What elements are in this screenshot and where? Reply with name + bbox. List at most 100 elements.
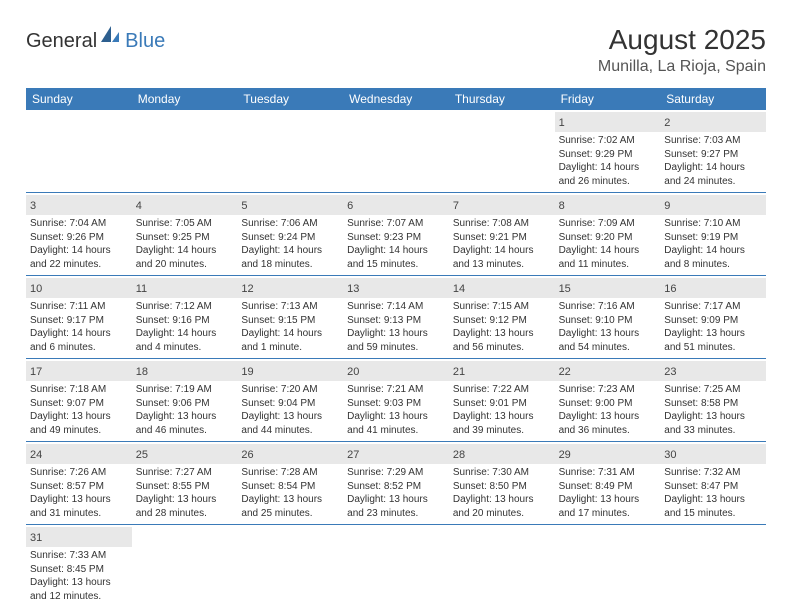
day-number: 13 bbox=[347, 283, 359, 295]
day-header: Saturday bbox=[660, 88, 766, 110]
calendar-header-row: Sunday Monday Tuesday Wednesday Thursday… bbox=[26, 88, 766, 110]
calendar-day: 20Sunrise: 7:21 AMSunset: 9:03 PMDayligh… bbox=[343, 359, 449, 441]
brand-part1: General bbox=[26, 30, 97, 53]
sunrise-text: Sunrise: 7:17 AM bbox=[664, 300, 762, 314]
daylight-text: Daylight: 13 hours and 49 minutes. bbox=[30, 410, 128, 437]
day-number: 4 bbox=[136, 200, 142, 212]
calendar-day-blank bbox=[343, 525, 449, 607]
day-info: Sunrise: 7:18 AMSunset: 9:07 PMDaylight:… bbox=[30, 383, 128, 437]
sunset-text: Sunset: 9:07 PM bbox=[30, 397, 128, 411]
day-number: 27 bbox=[347, 449, 359, 461]
sunset-text: Sunset: 9:06 PM bbox=[136, 397, 234, 411]
day-number: 31 bbox=[30, 532, 42, 544]
sunrise-text: Sunrise: 7:22 AM bbox=[453, 383, 551, 397]
sunrise-text: Sunrise: 7:28 AM bbox=[241, 466, 339, 480]
daylight-text: Daylight: 13 hours and 15 minutes. bbox=[664, 493, 762, 520]
day-number: 1 bbox=[559, 117, 565, 129]
calendar-day: 17Sunrise: 7:18 AMSunset: 9:07 PMDayligh… bbox=[26, 359, 132, 441]
daylight-text: Daylight: 14 hours and 20 minutes. bbox=[136, 244, 234, 271]
sunrise-text: Sunrise: 7:26 AM bbox=[30, 466, 128, 480]
day-number: 9 bbox=[664, 200, 670, 212]
day-number: 6 bbox=[347, 200, 353, 212]
day-info: Sunrise: 7:15 AMSunset: 9:12 PMDaylight:… bbox=[453, 300, 551, 354]
calendar-day: 22Sunrise: 7:23 AMSunset: 9:00 PMDayligh… bbox=[555, 359, 661, 441]
calendar-day: 3Sunrise: 7:04 AMSunset: 9:26 PMDaylight… bbox=[26, 193, 132, 275]
daylight-text: Daylight: 13 hours and 33 minutes. bbox=[664, 410, 762, 437]
sunrise-text: Sunrise: 7:06 AM bbox=[241, 217, 339, 231]
day-number-bar: 24 bbox=[26, 444, 132, 464]
sunset-text: Sunset: 9:03 PM bbox=[347, 397, 445, 411]
sunset-text: Sunset: 9:24 PM bbox=[241, 231, 339, 245]
day-number-bar: 28 bbox=[449, 444, 555, 464]
day-info: Sunrise: 7:10 AMSunset: 9:19 PMDaylight:… bbox=[664, 217, 762, 271]
calendar-day: 8Sunrise: 7:09 AMSunset: 9:20 PMDaylight… bbox=[555, 193, 661, 275]
sunset-text: Sunset: 9:25 PM bbox=[136, 231, 234, 245]
day-number: 29 bbox=[559, 449, 571, 461]
day-number-bar: 27 bbox=[343, 444, 449, 464]
day-header: Thursday bbox=[449, 88, 555, 110]
day-info: Sunrise: 7:21 AMSunset: 9:03 PMDaylight:… bbox=[347, 383, 445, 437]
day-info: Sunrise: 7:08 AMSunset: 9:21 PMDaylight:… bbox=[453, 217, 551, 271]
calendar-day: 2Sunrise: 7:03 AMSunset: 9:27 PMDaylight… bbox=[660, 110, 766, 192]
day-number-bar: 18 bbox=[132, 361, 238, 381]
title-block: August 2025 Munilla, La Rioja, Spain bbox=[598, 24, 766, 76]
day-number-bar: 8 bbox=[555, 195, 661, 215]
daylight-text: Daylight: 14 hours and 15 minutes. bbox=[347, 244, 445, 271]
daylight-text: Daylight: 14 hours and 26 minutes. bbox=[559, 161, 657, 188]
daylight-text: Daylight: 13 hours and 39 minutes. bbox=[453, 410, 551, 437]
day-number-bar: 1 bbox=[555, 112, 661, 132]
day-number-bar: 2 bbox=[660, 112, 766, 132]
calendar-week: 24 Sunrise: 7:26 AMSunset: 8:57 PM Dayligh… bbox=[26, 442, 766, 525]
day-info: Sunrise: 7:27 AMSunset: 8:55 PMDaylight:… bbox=[136, 466, 234, 520]
page-header: General Blue August 2025 Munilla, La Rio… bbox=[26, 24, 766, 76]
calendar-day: 27Sunrise: 7:29 AMSunset: 8:52 PMDayligh… bbox=[343, 442, 449, 524]
calendar-day-blank bbox=[449, 110, 555, 192]
calendar-day: 7 Sunrise: 7:08 AMSunset: 9:21 PMDaylight… bbox=[449, 193, 555, 275]
sunset-text: Sunset: 8:57 PM bbox=[30, 480, 128, 494]
day-number-bar: 11 bbox=[132, 278, 238, 298]
sunrise-text: Sunrise: 7:10 AM bbox=[664, 217, 762, 231]
day-number: 25 bbox=[136, 449, 148, 461]
sunset-text: Sunset: 9:00 PM bbox=[559, 397, 657, 411]
daylight-text: Daylight: 13 hours and 17 minutes. bbox=[559, 493, 657, 520]
sunset-text: Sunset: 9:27 PM bbox=[664, 148, 762, 162]
calendar-day: 28Sunrise: 7:30 AMSunset: 8:50 PMDayligh… bbox=[449, 442, 555, 524]
day-number: 24 bbox=[30, 449, 42, 461]
calendar-day: 4Sunrise: 7:05 AMSunset: 9:25 PMDaylight… bbox=[132, 193, 238, 275]
sunrise-text: Sunrise: 7:21 AM bbox=[347, 383, 445, 397]
day-info: Sunrise: 7:07 AMSunset: 9:23 PMDaylight:… bbox=[347, 217, 445, 271]
daylight-text: Daylight: 14 hours and 6 minutes. bbox=[30, 327, 128, 354]
day-info: Sunrise: 7:20 AMSunset: 9:04 PMDaylight:… bbox=[241, 383, 339, 437]
day-number: 7 bbox=[453, 200, 459, 212]
sunset-text: Sunset: 8:45 PM bbox=[30, 563, 128, 577]
daylight-text: Daylight: 13 hours and 20 minutes. bbox=[453, 493, 551, 520]
calendar-day: 26Sunrise: 7:28 AMSunset: 8:54 PMDayligh… bbox=[237, 442, 343, 524]
sunrise-text: Sunrise: 7:12 AM bbox=[136, 300, 234, 314]
calendar-day: 6 Sunrise: 7:07 AMSunset: 9:23 PMDaylight… bbox=[343, 193, 449, 275]
day-number: 14 bbox=[453, 283, 465, 295]
day-number: 12 bbox=[241, 283, 253, 295]
daylight-text: Daylight: 14 hours and 13 minutes. bbox=[453, 244, 551, 271]
sunrise-text: Sunrise: 7:27 AM bbox=[136, 466, 234, 480]
calendar-day: 30Sunrise: 7:32 AMSunset: 8:47 PMDayligh… bbox=[660, 442, 766, 524]
calendar-day: 14 Sunrise: 7:15 AMSunset: 9:12 PMDayligh… bbox=[449, 276, 555, 358]
sunset-text: Sunset: 8:54 PM bbox=[241, 480, 339, 494]
daylight-text: Daylight: 13 hours and 36 minutes. bbox=[559, 410, 657, 437]
sunrise-text: Sunrise: 7:04 AM bbox=[30, 217, 128, 231]
sunrise-text: Sunrise: 7:20 AM bbox=[241, 383, 339, 397]
sunrise-text: Sunrise: 7:16 AM bbox=[559, 300, 657, 314]
calendar-day: 31 Sunrise: 7:33 AMSunset: 8:45 PMDayligh… bbox=[26, 525, 132, 607]
brand-part2: Blue bbox=[103, 30, 165, 53]
daylight-text: Daylight: 13 hours and 41 minutes. bbox=[347, 410, 445, 437]
calendar-day-blank bbox=[660, 525, 766, 607]
sunset-text: Sunset: 9:17 PM bbox=[30, 314, 128, 328]
sunrise-text: Sunrise: 7:11 AM bbox=[30, 300, 128, 314]
sunrise-text: Sunrise: 7:07 AM bbox=[347, 217, 445, 231]
sunset-text: Sunset: 9:16 PM bbox=[136, 314, 234, 328]
sunset-text: Sunset: 8:58 PM bbox=[664, 397, 762, 411]
sunrise-text: Sunrise: 7:32 AM bbox=[664, 466, 762, 480]
day-info: Sunrise: 7:33 AMSunset: 8:45 PMDaylight:… bbox=[30, 549, 128, 603]
daylight-text: Daylight: 13 hours and 12 minutes. bbox=[30, 576, 128, 603]
daylight-text: Daylight: 14 hours and 8 minutes. bbox=[664, 244, 762, 271]
location-text: Munilla, La Rioja, Spain bbox=[598, 58, 766, 76]
